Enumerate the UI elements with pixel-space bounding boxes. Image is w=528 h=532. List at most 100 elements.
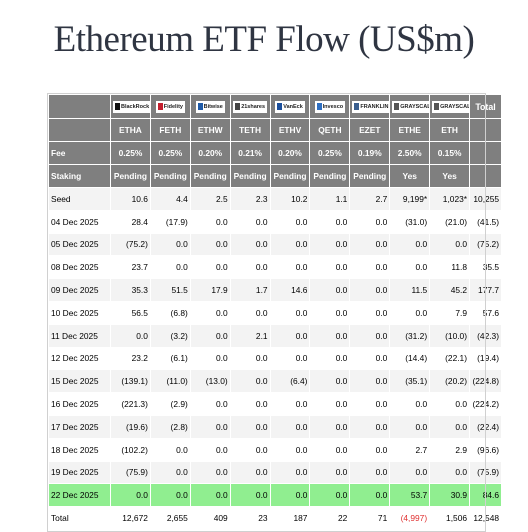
flow-value: 0.0	[229, 255, 271, 280]
flow-value: (2.8)	[149, 414, 191, 439]
flow-value: 7.9	[429, 300, 471, 325]
issuer-logo-row: BlackRock Fidelity Bitwise 21shares VanEck In…	[48, 94, 503, 119]
issuer-logo-text: GRAYSCALE	[400, 103, 428, 110]
flow-value: (21.0)	[429, 209, 471, 234]
flow-value: 0.0	[389, 460, 431, 485]
logo-mark-icon	[197, 102, 203, 110]
flow-value: 0.0	[269, 460, 311, 485]
fidelity-logo: Fidelity	[155, 100, 185, 113]
etf-flow-table: BlackRock Fidelity Bitwise 21shares VanEck In…	[48, 94, 503, 531]
total-value: 187	[269, 506, 311, 531]
fee-value: 2.50%	[389, 141, 431, 165]
row-total-value: 84.6	[469, 483, 503, 508]
flow-value: 0.0	[309, 437, 351, 462]
flow-value: 2.9	[429, 437, 471, 462]
fee-value: 0.25%	[110, 141, 151, 165]
flow-value: 2.7	[349, 187, 391, 211]
issuer-logo-cell: VanEck	[269, 94, 311, 119]
flow-value: 0.0	[269, 255, 311, 280]
flow-value: 0.0	[349, 437, 391, 462]
issuer-logo-cell: BlackRock	[110, 94, 151, 119]
issuer-logo-text: Invesco	[322, 103, 344, 110]
flow-value: 2.1	[229, 323, 271, 348]
staking-label: Staking	[48, 164, 111, 188]
table-row: 11 Dec 2025 0.0 (3.2) 0.0 2.1 0.0 0.0 0.0 (31.2)…	[48, 323, 503, 348]
blackrock-logo: BlackRock	[113, 100, 150, 113]
flow-value: 0.0	[349, 392, 391, 416]
staking-row: Staking Pending Pending Pending Pending Pendi…	[48, 164, 503, 188]
fee-value: 0.20%	[189, 141, 231, 165]
staking-value: Pending	[110, 164, 151, 188]
flow-value: 10.2	[269, 187, 311, 211]
ticker-header: TETH	[229, 118, 271, 142]
fee-row: Fee 0.25% 0.25% 0.20% 0.21% 0.20% 0.25% 0.19% 2.…	[48, 141, 503, 165]
logo-mark-icon	[354, 102, 360, 110]
flow-value: (19.6)	[110, 414, 151, 439]
flow-value: (6.1)	[149, 346, 191, 371]
flow-value: 0.0	[229, 369, 271, 394]
total-value: 409	[189, 506, 231, 531]
row-date: 04 Dec 2025	[48, 209, 111, 234]
staking-total-blank	[469, 164, 503, 188]
table-row: 08 Dec 2025 23.7 0.0 0.0 0.0 0.0 0.0 0.0 0.0 11.8…	[48, 255, 503, 280]
flow-value: 0.0	[309, 369, 351, 394]
flow-value: 0.0	[349, 483, 391, 508]
flow-value: 0.0	[229, 209, 271, 234]
flow-value: 2.3	[229, 187, 271, 211]
flow-value: 0.0	[349, 209, 391, 234]
flow-value: 0.0	[229, 392, 271, 416]
flow-value: (11.0)	[149, 369, 191, 394]
flow-value: 51.5	[149, 278, 191, 302]
logo-mark-icon	[235, 102, 241, 110]
total-label: Total	[48, 506, 111, 531]
row-date: 05 Dec 2025	[48, 232, 111, 257]
total-value: 12,672	[110, 506, 151, 531]
table-row: 19 Dec 2025 (75.9) 0.0 0.0 0.0 0.0 0.0 0.0 0.0 0.…	[48, 460, 503, 485]
flow-value: 0.0	[309, 483, 351, 508]
row-total-value: (42.3)	[469, 323, 503, 348]
page-title: Ethereum ETF Flow (US$m)	[53, 19, 475, 60]
flow-value: 23.2	[110, 346, 151, 371]
total-value: (4,997)	[389, 506, 431, 531]
staking-value: Pending	[189, 164, 231, 188]
row-date: 11 Dec 2025	[48, 323, 111, 348]
total-value: 12,548	[469, 506, 503, 531]
row-total-value: (96.6)	[469, 437, 503, 462]
flow-value: 0.0	[269, 209, 311, 234]
flow-value: 0.0	[309, 278, 351, 302]
fee-value: 0.21%	[229, 141, 271, 165]
staking-value: Pending	[309, 164, 351, 188]
flow-value: 0.0	[189, 414, 231, 439]
flow-value: (31.2)	[389, 323, 431, 348]
flow-value: 0.0	[189, 483, 231, 508]
row-date: 08 Dec 2025	[48, 255, 111, 280]
total-row: Total 12,672 2,655 409 23 187 22 71 (4,997) 1,506…	[48, 506, 503, 531]
flow-value: (14.4)	[389, 346, 431, 371]
flow-value: 0.0	[269, 414, 311, 439]
flow-value: (139.1)	[110, 369, 151, 394]
table-row: 15 Dec 2025 (139.1) (11.0) (13.0) 0.0 (6.4) 0.…	[48, 369, 503, 394]
row-date: Seed	[48, 187, 111, 211]
flow-value: 11.5	[389, 278, 431, 302]
fee-label: Fee	[48, 141, 111, 165]
row-total-value: 35.5	[469, 255, 503, 280]
ticker-header: FETH	[149, 118, 191, 142]
flow-value: (102.2)	[110, 437, 151, 462]
total-header: Total	[469, 94, 503, 119]
flow-value: (6.8)	[149, 300, 191, 325]
logo-mark-icon	[316, 102, 322, 110]
flow-value: 0.0	[309, 300, 351, 325]
issuer-logo-text: Fidelity	[163, 103, 183, 110]
ticker-header: ETHA	[110, 118, 151, 142]
flow-value: 0.0	[309, 414, 351, 439]
flow-value: 0.0	[189, 209, 231, 234]
flow-value: 0.0	[149, 460, 191, 485]
ticker-row: ETHA FETH ETHW TETH ETHV QETH EZET ETHE ETH	[48, 118, 503, 142]
ticker-header: ETHW	[189, 118, 231, 142]
row-total-value: (19.4)	[469, 346, 503, 371]
grayscale-logo: GRAYSCALE	[432, 100, 469, 113]
total-value: 1,506	[429, 506, 471, 531]
row-total-value: (75.2)	[469, 232, 503, 257]
flow-value: 0.0	[349, 414, 391, 439]
issuer-logo-text: BlackRock	[121, 103, 150, 110]
